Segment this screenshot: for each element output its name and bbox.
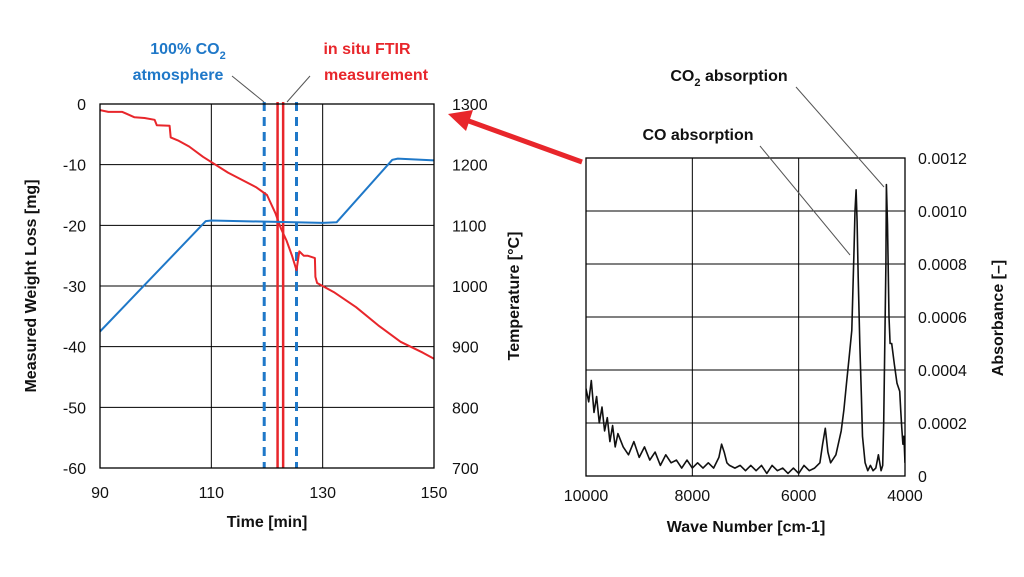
chart-a-x-ticks: 90 110 130 150	[91, 485, 447, 502]
chart-b-y-tick-label: 0.0008	[918, 257, 967, 274]
chart-b-x-ticks: 10000 8000 6000 4000	[564, 488, 923, 505]
chart-a-x-axis-label: Time [min]	[227, 514, 308, 531]
chart-a-y-ticks-right: 1300 1200 1100 1000 900 800 700	[452, 97, 488, 478]
chart-a-x-tick-label: 130	[309, 485, 336, 502]
weight-loss-series-line	[100, 109, 434, 360]
chart-a-grid	[99, 103, 435, 469]
chart-b-y-tick-label: 0.0010	[918, 204, 967, 221]
chart-a-y-tick-label-right: 1300	[452, 97, 488, 114]
co2-atmosphere-label-line2: atmosphere	[133, 67, 224, 84]
chart-b-x-tick-label: 10000	[564, 488, 609, 505]
ftir-spectrum-chart: 10000 8000 6000 4000 0 0.0002 0.0004 0.0006 0.0…	[564, 68, 1007, 536]
chart-a-series	[100, 109, 434, 360]
chart-b-x-tick-label: 6000	[781, 488, 817, 505]
chart-a-y-tick-label-left: 0	[77, 97, 86, 114]
co2-absorption-subscript: 2	[694, 77, 700, 89]
chart-a-y-tick-label-left: -30	[63, 279, 86, 296]
chart-a-y-ticks-left: 0 -10 -20 -30 -40 -50 -60	[63, 97, 86, 478]
chart-b-y-tick-label: 0.0004	[918, 363, 967, 380]
co2-absorption-leader	[795, 86, 885, 188]
chart-a-y-tick-label-right: 900	[452, 340, 479, 357]
chart-a-y-tick-label-right: 1100	[452, 218, 487, 235]
chart-a-y-tick-label-right: 800	[452, 400, 479, 417]
absorbance-spectrum-line	[586, 183, 905, 475]
chart-a-x-tick-label: 150	[421, 485, 448, 502]
chart-a-y-tick-label-right: 1200	[452, 158, 488, 175]
chart-b-x-tick-label: 8000	[675, 488, 711, 505]
chart-a-y-tick-label-left: -20	[63, 218, 86, 235]
chart-a-frame	[99, 103, 435, 469]
chart-a-y-tick-label-right: 1000	[452, 279, 488, 296]
chart-a-y-tick-label-left: -50	[63, 400, 86, 417]
chart-b-y-ticks: 0 0.0002 0.0004 0.0006 0.0008 0.0010 0.0012	[918, 151, 967, 486]
chart-b-y-tick-label: 0	[918, 469, 927, 486]
chart-b-x-axis-label: Wave Number [cm-1]	[667, 519, 826, 536]
co2-atmosphere-leader	[231, 75, 265, 103]
temperature-series-line	[100, 157, 434, 333]
chart-a-y-axis-label-left: Measured Weight Loss [mg]	[23, 179, 40, 392]
chart-a-y-tick-label-left: -40	[63, 340, 86, 357]
chart-b-y-tick-label: 0.0012	[918, 151, 967, 168]
ftir-label-line1: in situ FTIR	[323, 41, 411, 58]
co2-atmosphere-label-line1: 100% CO2	[150, 41, 226, 62]
co-absorption-leader	[759, 145, 851, 256]
chart-a-x-tick-label: 110	[199, 485, 225, 502]
weight-temperature-chart: 90 110 130 150 0 -10 -20 -30 -40 -50 -60 1300 1200…	[23, 41, 523, 531]
co2-atmosphere-subscript: 2	[220, 50, 226, 62]
co-absorption-label: CO absorption	[642, 127, 753, 144]
chart-b-x-tick-label: 4000	[887, 488, 923, 505]
co2-absorption-label: CO2 absorption	[670, 68, 787, 89]
chart-a-y-axis-label-right: Temperature [°C]	[506, 232, 523, 361]
chart-a-x-tick-label: 90	[91, 485, 109, 502]
ftir-label-line2: measurement	[324, 67, 429, 84]
chart-b-frame	[585, 157, 906, 477]
chart-a-y-tick-label-left: -60	[63, 461, 86, 478]
chart-a-y-tick-label-left: -10	[63, 158, 86, 175]
chart-b-y-tick-label: 0.0002	[918, 416, 967, 433]
chart-b-y-axis-label: Absorbance [–]	[990, 260, 1007, 376]
chart-b-y-tick-label: 0.0006	[918, 310, 967, 327]
chart-b-series	[586, 183, 905, 475]
chart-a-markers	[262, 102, 299, 468]
link-arrow	[448, 110, 583, 165]
chart-a-y-tick-label-right: 700	[452, 461, 479, 478]
ftir-leader	[286, 75, 311, 103]
